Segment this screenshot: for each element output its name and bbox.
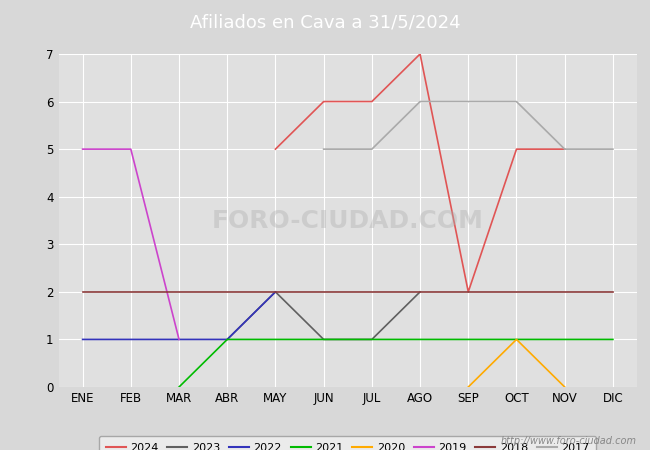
- 2019: [175, 337, 183, 342]
- Line: 2021: 2021: [179, 339, 613, 387]
- 2024: [272, 146, 280, 152]
- 2021: [464, 337, 472, 342]
- 2017: [561, 146, 569, 152]
- 2018: [513, 289, 521, 295]
- 2023: [224, 337, 231, 342]
- 2018: [561, 289, 569, 295]
- 2017: [368, 146, 376, 152]
- 2021: [224, 337, 231, 342]
- Line: 2019: 2019: [83, 149, 179, 339]
- Line: 2024: 2024: [276, 54, 565, 292]
- 2018: [224, 289, 231, 295]
- 2017: [513, 99, 521, 104]
- Text: FORO-CIUDAD.COM: FORO-CIUDAD.COM: [212, 208, 484, 233]
- 2018: [416, 289, 424, 295]
- Legend: 2024, 2023, 2022, 2021, 2020, 2019, 2018, 2017: 2024, 2023, 2022, 2021, 2020, 2019, 2018…: [99, 436, 597, 450]
- 2018: [79, 289, 86, 295]
- 2020: [464, 384, 472, 390]
- 2021: [175, 384, 183, 390]
- Line: 2020: 2020: [468, 339, 565, 387]
- Text: http://www.foro-ciudad.com: http://www.foro-ciudad.com: [501, 436, 637, 446]
- Line: 2017: 2017: [324, 102, 613, 149]
- 2024: [464, 289, 472, 295]
- 2024: [416, 51, 424, 57]
- 2024: [513, 146, 521, 152]
- 2017: [320, 146, 328, 152]
- 2017: [416, 99, 424, 104]
- Line: 2023: 2023: [227, 292, 420, 339]
- 2022: [272, 289, 280, 295]
- 2020: [513, 337, 521, 342]
- 2018: [464, 289, 472, 295]
- 2021: [561, 337, 569, 342]
- 2021: [416, 337, 424, 342]
- Text: Afiliados en Cava a 31/5/2024: Afiliados en Cava a 31/5/2024: [190, 14, 460, 32]
- 2021: [320, 337, 328, 342]
- 2024: [561, 146, 569, 152]
- 2018: [127, 289, 135, 295]
- 2024: [320, 99, 328, 104]
- 2023: [272, 289, 280, 295]
- 2019: [127, 146, 135, 152]
- 2024: [368, 99, 376, 104]
- 2019: [79, 146, 86, 152]
- 2018: [272, 289, 280, 295]
- 2021: [272, 337, 280, 342]
- 2021: [609, 337, 617, 342]
- 2018: [368, 289, 376, 295]
- 2023: [416, 289, 424, 295]
- 2018: [320, 289, 328, 295]
- Line: 2022: 2022: [83, 292, 276, 339]
- 2020: [561, 384, 569, 390]
- 2021: [368, 337, 376, 342]
- 2017: [464, 99, 472, 104]
- 2017: [609, 146, 617, 152]
- 2023: [368, 337, 376, 342]
- 2018: [175, 289, 183, 295]
- 2023: [320, 337, 328, 342]
- 2022: [79, 337, 86, 342]
- 2022: [224, 337, 231, 342]
- 2021: [513, 337, 521, 342]
- 2018: [609, 289, 617, 295]
